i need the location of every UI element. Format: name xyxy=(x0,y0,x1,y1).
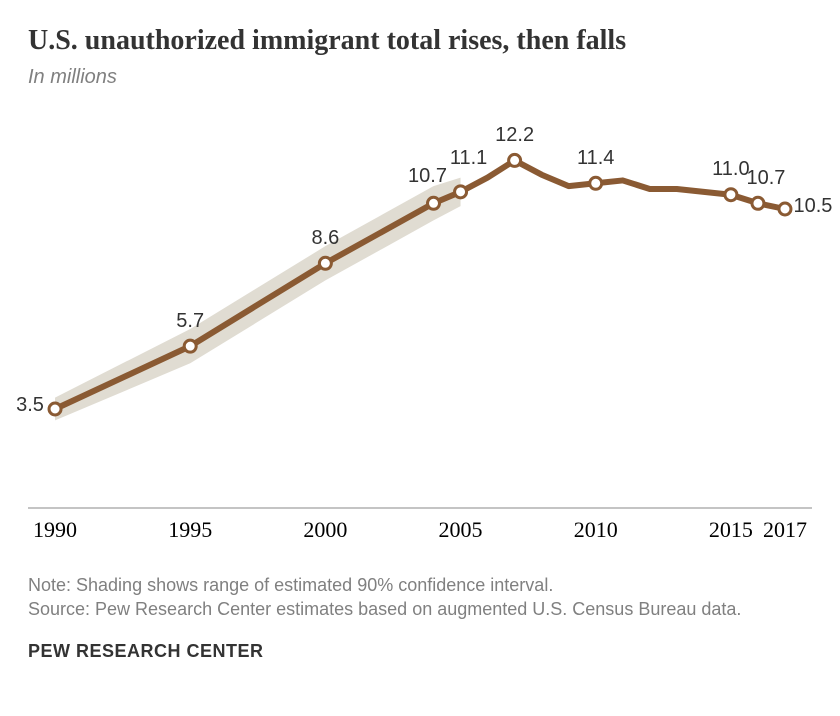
data-marker xyxy=(49,403,61,415)
data-point-label: 10.7 xyxy=(746,167,785,190)
data-point-label: 3.5 xyxy=(16,394,44,417)
chart-source: Source: Pew Research Center estimates ba… xyxy=(28,597,812,621)
chart-attribution: PEW RESEARCH CENTER xyxy=(28,641,812,662)
x-axis-tick-label: 2000 xyxy=(303,517,347,543)
data-marker xyxy=(184,340,196,352)
data-point-label: 10.5 xyxy=(793,195,832,218)
data-point-label: 11.1 xyxy=(450,147,487,170)
x-axis-tick-label: 2010 xyxy=(574,517,618,543)
data-marker xyxy=(752,197,764,209)
x-axis-tick-label: 1990 xyxy=(33,517,77,543)
data-point-label: 11.4 xyxy=(577,147,614,170)
x-axis-labels: 1990 1995 2000 2005 2010 2015 2017 xyxy=(28,517,812,547)
data-marker xyxy=(725,188,737,200)
data-point-label: 8.6 xyxy=(311,227,339,250)
data-marker xyxy=(319,257,331,269)
chart-subtitle: In millions xyxy=(28,66,812,89)
data-point-label: 12.2 xyxy=(495,124,534,147)
chart-plot-area: 3.55.78.610.711.112.211.411.010.710.5 xyxy=(28,109,812,509)
data-marker xyxy=(779,203,791,215)
chart-note: Note: Shading shows range of estimated 9… xyxy=(28,573,812,597)
x-axis-tick-label: 2015 xyxy=(709,517,753,543)
data-marker xyxy=(455,185,467,197)
x-axis-tick-label: 1995 xyxy=(168,517,212,543)
data-point-label: 11.0 xyxy=(712,158,749,181)
x-axis-tick-label: 2005 xyxy=(439,517,483,543)
x-axis-tick-label: 2017 xyxy=(763,517,807,543)
data-marker xyxy=(509,154,521,166)
data-point-label: 10.7 xyxy=(408,165,447,188)
data-point-label: 5.7 xyxy=(176,310,204,333)
data-marker xyxy=(590,177,602,189)
data-marker xyxy=(428,197,440,209)
chart-title: U.S. unauthorized immigrant total rises,… xyxy=(28,24,812,58)
